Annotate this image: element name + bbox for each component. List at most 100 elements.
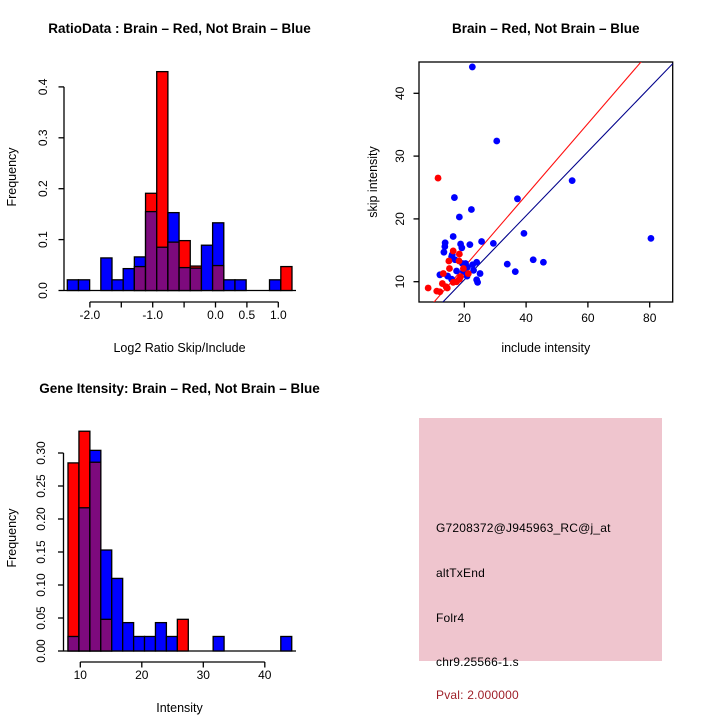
hist-bar-overlap [78,507,91,652]
y-tick-label: 0.00 [34,639,48,663]
scatter-point-blue [540,258,547,266]
gene-intensity-histogram-panel: Gene Itensity: Brain – Red, Not Brain – … [0,360,360,720]
info-line-gene-name: Folr4 [436,611,465,625]
y-tick-label: 40 [393,86,407,100]
info-line-pval: Pval: 2.000000 [436,688,519,702]
gene-info-panel: G7208372@J945963_RC@j_at altTxEnd Folr4 … [360,360,720,720]
intensity-scatter-chart: Brain – Red, Not Brain – Blue 20 40 60 80 10 2… [366,21,674,355]
scatter-point-blue [468,206,475,213]
scatter-point-blue [511,268,519,276]
y-tick-label: 30 [393,149,407,163]
chart-title: Gene Itensity: Brain – Red, Not Brain – … [39,381,320,396]
scatter-point-red [459,265,467,272]
scatter-point-blue [441,243,449,250]
info-line-event-type: altTxEnd [436,566,485,580]
scatter-point-blue [466,241,474,249]
ratio-histogram-panel: RatioData : Brain – Red, Not Brain – Blu… [0,0,360,360]
scatter-point-blue [503,260,511,268]
x-tick-label: 1.0 [270,308,287,322]
x-tick-label: 80 [643,311,657,325]
hist-bar-overlap [178,266,191,292]
hist-bar [280,635,293,652]
hist-bar [122,621,135,652]
gene-intensity-histogram-chart: Gene Itensity: Brain – Red, Not Brain – … [5,381,320,715]
scatter-point-red [443,284,451,292]
hist-bar [176,618,189,652]
plot-box [418,61,674,303]
hist-bar [143,635,157,652]
scatter-point-red [455,250,463,258]
y-tick-label: 10 [393,275,407,289]
scatter-point-red [449,278,457,286]
gene-info-box: G7208372@J945963_RC@j_at altTxEnd Folr4 … [419,418,662,702]
scatter-point-blue [478,238,486,245]
x-tick-label: 10 [74,668,88,682]
y-tick-label: 0.20 [34,507,48,531]
x-tick-label: -1.0 [142,308,163,322]
hist-bar-overlap [100,618,113,652]
y-tick-label: 0.05 [34,606,48,630]
y-tick-label: 0.15 [34,540,48,564]
hist-bar-overlap [167,241,180,292]
hist-bar [154,621,168,652]
scatter-point-red [424,284,432,292]
x-axis-title: Log2 Ratio Skip/Include [113,341,245,355]
ratio-histogram-chart: RatioData : Brain – Red, Not Brain – Blu… [5,21,311,355]
info-line-probe-id: G7208372@J945963_RC@j_at [436,521,611,535]
scatter-point-blue [493,137,501,145]
scatter-point-blue [470,266,477,274]
y-tick-label: 0.0 [36,282,50,299]
hist-bar-overlap [89,461,102,652]
chart-title: Brain – Red, Not Brain – Blue [452,21,640,36]
x-tick-label: 20 [458,311,472,325]
y-tick-label: 0.25 [34,474,48,498]
scatter-point-red [464,270,472,277]
scatter-point-red [434,174,442,182]
hist-bar [268,279,282,292]
scatter-point-blue [451,194,458,201]
x-tick-label: 40 [519,311,533,325]
scatter-point-blue [458,244,466,252]
hist-bar [223,279,236,292]
hist-bar [234,279,247,292]
hist-bar [111,279,124,292]
hist-bar [111,577,124,652]
scatter-point-red [455,257,463,265]
hist-bar [212,635,225,652]
scatter-point-blue [474,278,481,286]
y-tick-label: 0.4 [36,78,50,95]
scatter-point-blue [647,234,655,242]
hist-bar [132,635,146,652]
x-tick-label: 40 [258,668,272,682]
hist-bar-overlap [189,267,203,292]
hist-bar-overlap [144,210,158,292]
y-tick-label: 0.2 [36,180,50,197]
x-tick-label: 30 [197,668,211,682]
scatter-point-blue [529,256,537,264]
y-tick-label: 20 [393,212,407,226]
scatter-point-red [449,247,457,255]
x-tick-label: 20 [135,668,149,682]
scatter-point-blue [473,258,481,266]
scatter-point-red [455,275,463,283]
y-tick-label: 0.3 [36,129,50,146]
hist-bar-overlap [211,264,225,292]
hist-bar [67,462,80,652]
hist-bar-overlap [133,265,147,292]
y-tick-label: 0.30 [34,441,48,465]
hist-bar [280,265,293,292]
x-axis-title: Intensity [156,701,203,715]
y-axis-title: Frequency [5,147,19,207]
hist-bar [77,279,91,292]
scatter-point-blue [568,177,576,184]
scatter-point-blue [520,229,528,237]
scatter-point-blue [453,267,460,275]
scatter-point-blue [440,248,448,256]
x-tick-label: 0.5 [239,308,256,322]
chart-title: RatioData : Brain – Red, Not Brain – Blu… [48,21,311,36]
info-line-chromosome-location: chr9.25566-1.s [436,655,519,669]
hist-bar [100,257,113,292]
hist-bar [200,244,214,292]
y-axis-title: skip intensity [366,145,380,217]
